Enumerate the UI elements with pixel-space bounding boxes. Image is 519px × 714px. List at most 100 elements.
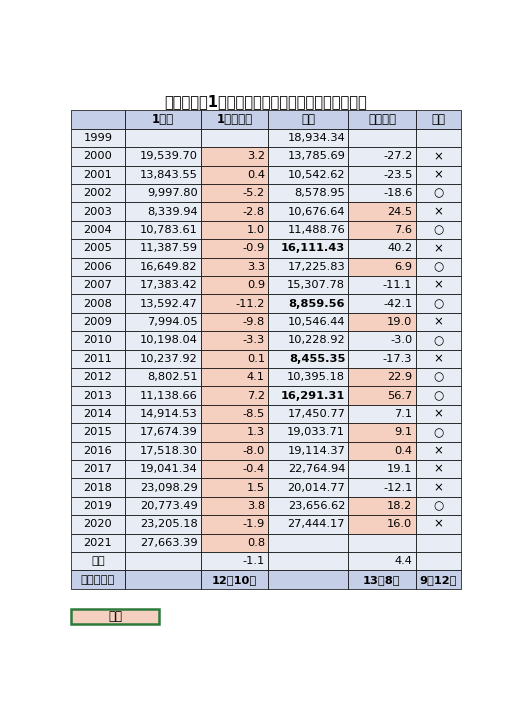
Bar: [348, 331, 416, 350]
Bar: [125, 313, 201, 331]
Bar: [268, 441, 348, 460]
Bar: [268, 221, 348, 239]
Bar: [125, 184, 201, 202]
Text: 10,676.64: 10,676.64: [288, 206, 345, 216]
Text: 40.2: 40.2: [387, 243, 412, 253]
Text: 相関: 相関: [431, 113, 445, 126]
Text: 7.2: 7.2: [247, 391, 265, 401]
Bar: [125, 515, 201, 533]
Text: 10,228.92: 10,228.92: [288, 336, 345, 346]
Bar: [268, 258, 348, 276]
Bar: [71, 552, 125, 570]
Text: 11,488.76: 11,488.76: [288, 225, 345, 235]
Bar: [125, 441, 201, 460]
Text: 2010: 2010: [84, 336, 113, 346]
Bar: [201, 129, 268, 147]
Text: ×: ×: [433, 444, 443, 457]
Bar: [201, 239, 268, 258]
Text: 4.1: 4.1: [247, 372, 265, 382]
Bar: [201, 313, 268, 331]
Bar: [348, 368, 416, 386]
Text: 17,225.83: 17,225.83: [288, 262, 345, 272]
Bar: [348, 441, 416, 460]
Bar: [201, 147, 268, 166]
Text: ○: ○: [433, 334, 443, 347]
Bar: [416, 129, 461, 147]
Text: 11,138.66: 11,138.66: [140, 391, 198, 401]
Bar: [348, 460, 416, 478]
Text: 13,843.55: 13,843.55: [140, 170, 198, 180]
Bar: [416, 478, 461, 497]
Text: 18,934.34: 18,934.34: [288, 133, 345, 143]
Text: ○: ○: [433, 186, 443, 200]
Text: -12.1: -12.1: [383, 483, 412, 493]
Bar: [71, 350, 125, 368]
Bar: [416, 350, 461, 368]
Bar: [201, 166, 268, 184]
Bar: [201, 552, 268, 570]
Text: 1.5: 1.5: [247, 483, 265, 493]
Text: -9.8: -9.8: [243, 317, 265, 327]
Text: ×: ×: [433, 481, 443, 494]
Text: 2019: 2019: [84, 501, 113, 511]
Text: 2009: 2009: [84, 317, 113, 327]
Text: 17,674.39: 17,674.39: [140, 428, 198, 438]
Text: 23,656.62: 23,656.62: [288, 501, 345, 511]
Text: 2020: 2020: [84, 519, 113, 529]
Bar: [201, 441, 268, 460]
Text: -23.5: -23.5: [383, 170, 412, 180]
Text: ○: ○: [433, 297, 443, 310]
Bar: [125, 276, 201, 294]
Bar: [125, 460, 201, 478]
Text: ×: ×: [433, 278, 443, 292]
Bar: [416, 441, 461, 460]
Text: 10,546.44: 10,546.44: [288, 317, 345, 327]
Text: 19,041.34: 19,041.34: [140, 464, 198, 474]
Bar: [268, 368, 348, 386]
Bar: [268, 331, 348, 350]
Bar: [268, 533, 348, 552]
Bar: [416, 386, 461, 405]
Text: 2011: 2011: [84, 353, 113, 363]
Bar: [71, 331, 125, 350]
Bar: [268, 460, 348, 478]
Text: 7.1: 7.1: [394, 409, 412, 419]
Text: 2014: 2014: [84, 409, 113, 419]
Bar: [201, 368, 268, 386]
Text: ×: ×: [433, 205, 443, 218]
Bar: [201, 497, 268, 515]
Bar: [71, 221, 125, 239]
Text: -18.6: -18.6: [383, 188, 412, 198]
Text: 15,307.78: 15,307.78: [287, 280, 345, 290]
Text: 2005: 2005: [84, 243, 113, 253]
Text: 1999: 1999: [84, 133, 113, 143]
Bar: [348, 478, 416, 497]
Text: ×: ×: [433, 408, 443, 421]
Bar: [201, 331, 268, 350]
Text: -11.1: -11.1: [383, 280, 412, 290]
Text: 2002: 2002: [84, 188, 113, 198]
Text: 13,592.47: 13,592.47: [140, 298, 198, 308]
Bar: [268, 570, 348, 589]
Text: ○: ○: [433, 223, 443, 236]
Bar: [416, 497, 461, 515]
Bar: [125, 552, 201, 570]
Bar: [268, 497, 348, 515]
Text: 8,339.94: 8,339.94: [147, 206, 198, 216]
Bar: [71, 313, 125, 331]
Bar: [125, 533, 201, 552]
Text: 2006: 2006: [84, 262, 113, 272]
Text: -1.9: -1.9: [243, 519, 265, 529]
Text: 9.1: 9.1: [394, 428, 412, 438]
Text: 19,033.71: 19,033.71: [287, 428, 345, 438]
Text: ○: ○: [433, 389, 443, 402]
Text: 18.2: 18.2: [387, 501, 412, 511]
Bar: [416, 147, 461, 166]
Text: 6.9: 6.9: [394, 262, 412, 272]
Bar: [348, 221, 416, 239]
Text: 2004: 2004: [84, 225, 113, 235]
Text: ×: ×: [433, 463, 443, 476]
Bar: [348, 533, 416, 552]
Bar: [416, 202, 461, 221]
Bar: [125, 202, 201, 221]
